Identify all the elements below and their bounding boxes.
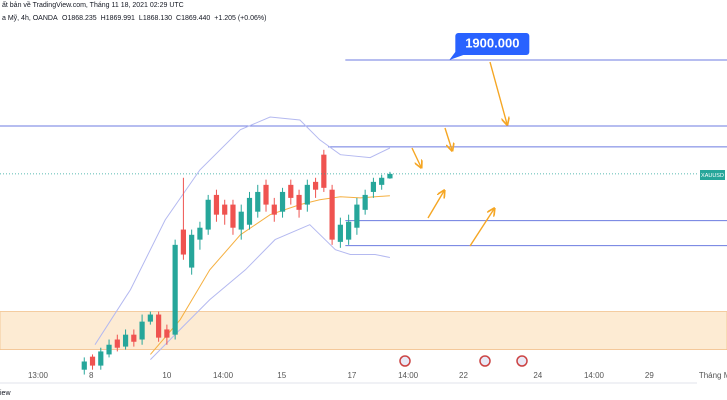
- level-layer: 1900.000: [0, 33, 727, 247]
- candle-body: [98, 351, 104, 366]
- candle-body: [255, 191, 261, 212]
- candle-body: [131, 334, 137, 342]
- ticker: XAUUSD: [701, 173, 724, 179]
- arrow: [469, 209, 494, 247]
- event-icon[interactable]: [399, 355, 411, 367]
- candle-body: [238, 211, 244, 230]
- x-tick-label: 8: [89, 371, 94, 380]
- ohlc-value: C1869.440: [176, 15, 210, 22]
- candle-body: [279, 191, 286, 212]
- candle-layer: [0, 149, 697, 375]
- candle-body: [189, 234, 195, 268]
- ohlc-value: O1868.235: [62, 15, 97, 22]
- candle-body: [321, 154, 327, 188]
- ticker-tag: [700, 170, 725, 180]
- ohlc-value: H1869.991: [101, 15, 135, 22]
- x-tick-label: Tháng M: [699, 371, 727, 380]
- x-tick-label: 10: [162, 371, 171, 380]
- candle-body: [288, 184, 294, 198]
- candle-body: [246, 197, 253, 225]
- symbol-line: a Mỹ, 4h, OANDA O1868.235 H1869.991 L1868.…: [2, 15, 266, 22]
- candle-body: [114, 339, 120, 348]
- arrow: [489, 61, 507, 124]
- candle-body: [89, 356, 96, 366]
- zone-layer: [0, 311, 727, 350]
- publish-note: ất bản về TradingView.com, Tháng 11 18, …: [2, 0, 184, 9]
- candle-body: [379, 177, 385, 185]
- candle-body: [230, 204, 236, 228]
- candle-body: [362, 194, 368, 210]
- arrow: [427, 191, 444, 219]
- ohlc-value: L1868.130: [139, 15, 172, 22]
- x-tick-label: 24: [533, 371, 542, 380]
- x-tick-label: 22: [459, 371, 468, 380]
- x-tick-label: 17: [347, 371, 356, 380]
- candle-body: [271, 204, 277, 215]
- candle-body: [312, 181, 319, 190]
- candle-body: [180, 229, 187, 255]
- candle-body: [122, 334, 129, 347]
- candle-body: [106, 344, 112, 355]
- candle-body: [81, 361, 87, 370]
- candle-body: [222, 204, 228, 215]
- candle-body: [172, 244, 178, 335]
- level-label-pointer: [449, 52, 464, 61]
- candle-body: [370, 181, 377, 192]
- level-label-box: [455, 33, 530, 56]
- candle-body: [304, 184, 310, 205]
- indicator-line: [94, 116, 391, 345]
- x-tick-label: 14:00: [213, 371, 234, 380]
- x-tick-label: 14:00: [584, 371, 605, 380]
- symbol: a Mỹ, 4h, OANDA: [2, 15, 58, 22]
- candle-body: [197, 227, 203, 240]
- candle-body: [263, 184, 269, 205]
- footer: iew: [0, 390, 11, 397]
- candle-body: [354, 204, 360, 228]
- candle-body: [213, 194, 220, 215]
- zone: [0, 311, 727, 350]
- candle-body: [337, 224, 343, 242]
- event-icon[interactable]: [516, 355, 528, 367]
- x-tick-label: 13:00: [28, 371, 49, 380]
- x-tick-label: 14:00: [398, 371, 419, 380]
- ohlc-value: +1.205 (+0.06%): [214, 15, 266, 22]
- arrow: [411, 147, 421, 167]
- candle-body: [296, 194, 302, 210]
- candle-body: [156, 314, 162, 338]
- candle-body: [346, 221, 352, 240]
- event-icons: [399, 355, 528, 367]
- x-tick-label: 15: [277, 371, 286, 380]
- level-label: 1900.000: [465, 35, 519, 50]
- arrows: [411, 61, 507, 247]
- candle-body: [139, 321, 145, 340]
- candle-body: [147, 314, 153, 322]
- candle-body: [205, 199, 211, 230]
- candle-body: [164, 329, 170, 338]
- candle-body: [387, 173, 393, 179]
- indicator-line: [150, 224, 390, 360]
- x-tick-label: 29: [645, 371, 654, 380]
- arrow: [444, 127, 452, 150]
- candle-body: [329, 189, 335, 240]
- event-icon[interactable]: [479, 355, 491, 367]
